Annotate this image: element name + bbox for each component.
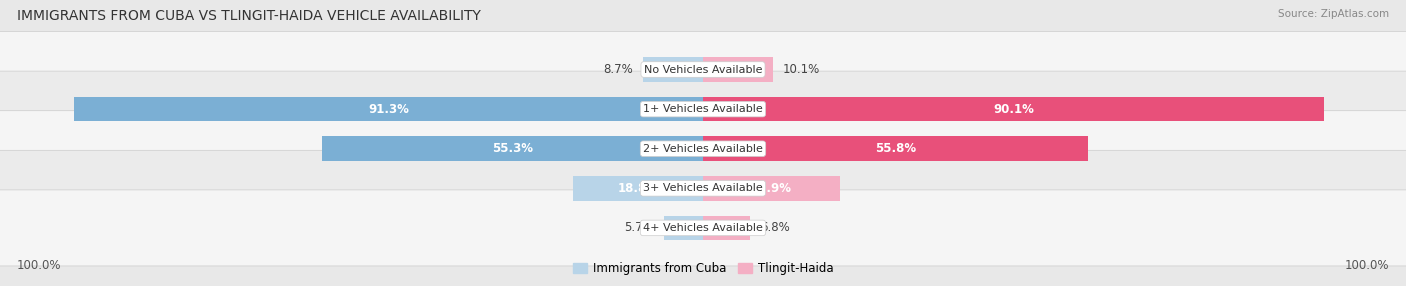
Text: 91.3%: 91.3% [368,103,409,116]
Bar [703,216,749,240]
Text: Source: ZipAtlas.com: Source: ZipAtlas.com [1278,9,1389,19]
FancyBboxPatch shape [0,71,1406,147]
Text: 55.3%: 55.3% [492,142,533,155]
Text: 55.8%: 55.8% [875,142,915,155]
Text: 4+ Vehicles Available: 4+ Vehicles Available [643,223,763,233]
FancyBboxPatch shape [0,150,1406,226]
Text: 18.8%: 18.8% [617,182,659,195]
Text: 5.7%: 5.7% [624,221,654,235]
Bar [322,136,703,161]
Text: 10.1%: 10.1% [783,63,820,76]
Text: 8.7%: 8.7% [603,63,633,76]
Bar [703,176,841,200]
FancyBboxPatch shape [0,190,1406,266]
Text: 100.0%: 100.0% [1344,259,1389,273]
Text: 1+ Vehicles Available: 1+ Vehicles Available [643,104,763,114]
Text: 90.1%: 90.1% [993,103,1033,116]
Bar [703,97,1324,121]
Bar [643,57,703,82]
Text: No Vehicles Available: No Vehicles Available [644,65,762,75]
Legend: Immigrants from Cuba, Tlingit-Haida: Immigrants from Cuba, Tlingit-Haida [568,258,838,280]
Text: 2+ Vehicles Available: 2+ Vehicles Available [643,144,763,154]
Bar [574,176,703,200]
Bar [73,97,703,121]
Text: 100.0%: 100.0% [17,259,62,273]
Text: IMMIGRANTS FROM CUBA VS TLINGIT-HAIDA VEHICLE AVAILABILITY: IMMIGRANTS FROM CUBA VS TLINGIT-HAIDA VE… [17,9,481,23]
FancyBboxPatch shape [0,31,1406,108]
Bar [703,57,773,82]
Bar [664,216,703,240]
FancyBboxPatch shape [0,111,1406,187]
Text: 3+ Vehicles Available: 3+ Vehicles Available [643,183,763,193]
Text: 19.9%: 19.9% [751,182,792,195]
Text: 6.8%: 6.8% [761,221,790,235]
Bar [703,136,1088,161]
